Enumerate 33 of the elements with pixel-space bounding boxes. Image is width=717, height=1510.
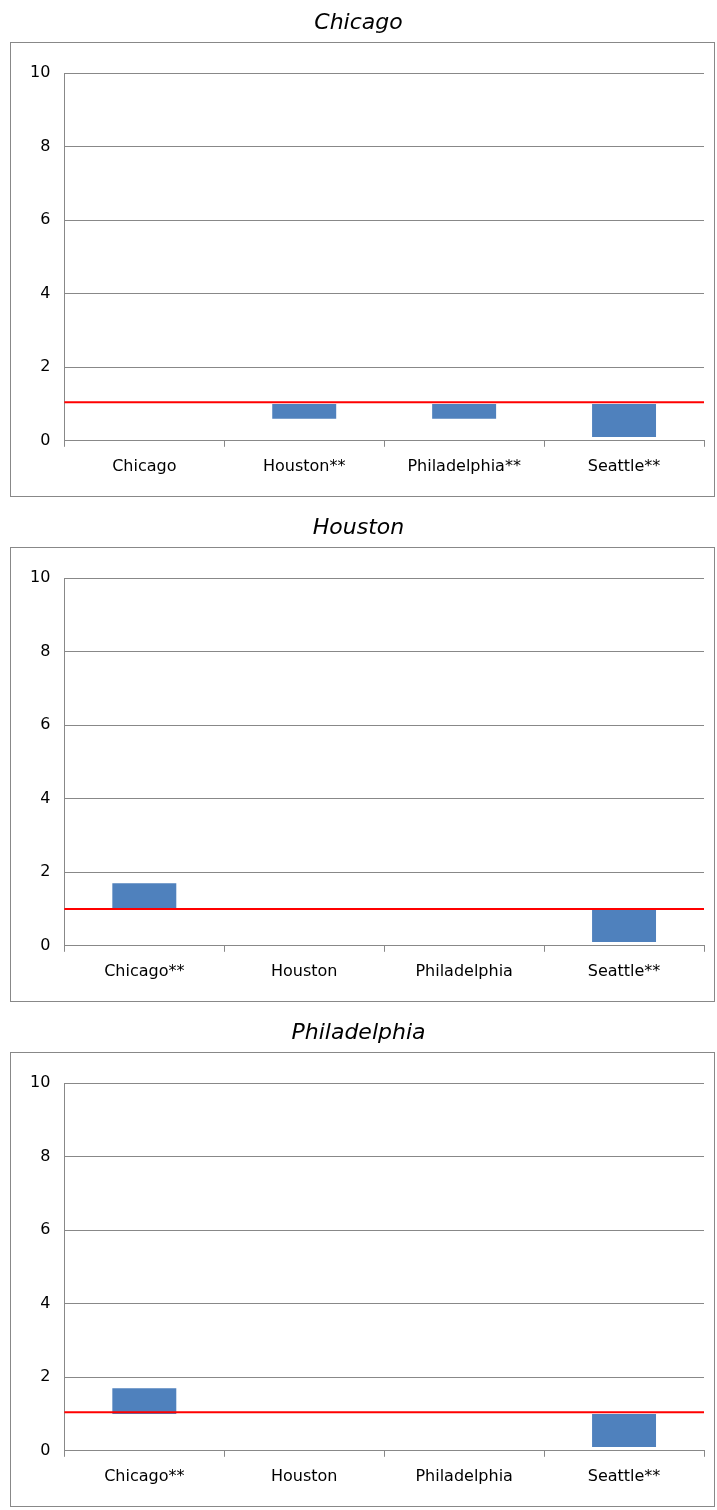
x-tick-label: Houston bbox=[270, 1465, 338, 1485]
y-tick-label: 8 bbox=[40, 135, 51, 155]
y-tick-label: 8 bbox=[40, 640, 51, 660]
x-tick-label: Philadelphia bbox=[415, 960, 513, 980]
y-tick-label: 10 bbox=[30, 62, 51, 82]
y-tick-label: 10 bbox=[30, 567, 51, 587]
x-tick-label: Chicago bbox=[112, 455, 177, 475]
chart-title: Philadelphia bbox=[290, 1018, 427, 1046]
chart-title: Houston bbox=[311, 513, 406, 541]
chart-title: Chicago bbox=[313, 8, 404, 36]
x-tick-label: Seattle** bbox=[587, 960, 661, 980]
y-tick-label: 6 bbox=[40, 209, 51, 229]
x-tick-label: Seattle** bbox=[587, 1465, 661, 1485]
y-tick-label: 10 bbox=[30, 1072, 51, 1092]
x-tick-label: Philadelphia** bbox=[407, 455, 521, 475]
x-tick-label: Chicago** bbox=[104, 960, 185, 980]
y-tick-label: 2 bbox=[40, 861, 51, 881]
x-tick-label: Houston** bbox=[262, 455, 346, 475]
y-tick-label: 8 bbox=[40, 1145, 51, 1165]
y-tick-label: 6 bbox=[40, 1219, 51, 1239]
y-tick-label: 2 bbox=[40, 356, 51, 376]
y-tick-label: 4 bbox=[40, 282, 51, 302]
y-tick-label: 0 bbox=[40, 1439, 51, 1459]
x-tick-label: Philadelphia bbox=[415, 1465, 513, 1485]
x-tick-label: Chicago** bbox=[104, 1465, 185, 1485]
x-tick-label: Seattle** bbox=[587, 455, 661, 475]
y-tick-label: 2 bbox=[40, 1366, 51, 1386]
y-tick-label: 0 bbox=[40, 934, 51, 954]
y-tick-label: 4 bbox=[40, 1292, 51, 1312]
y-tick-label: 4 bbox=[40, 787, 51, 807]
x-tick-label: Houston bbox=[270, 960, 338, 980]
y-tick-label: 0 bbox=[40, 429, 51, 449]
y-tick-label: 6 bbox=[40, 714, 51, 734]
